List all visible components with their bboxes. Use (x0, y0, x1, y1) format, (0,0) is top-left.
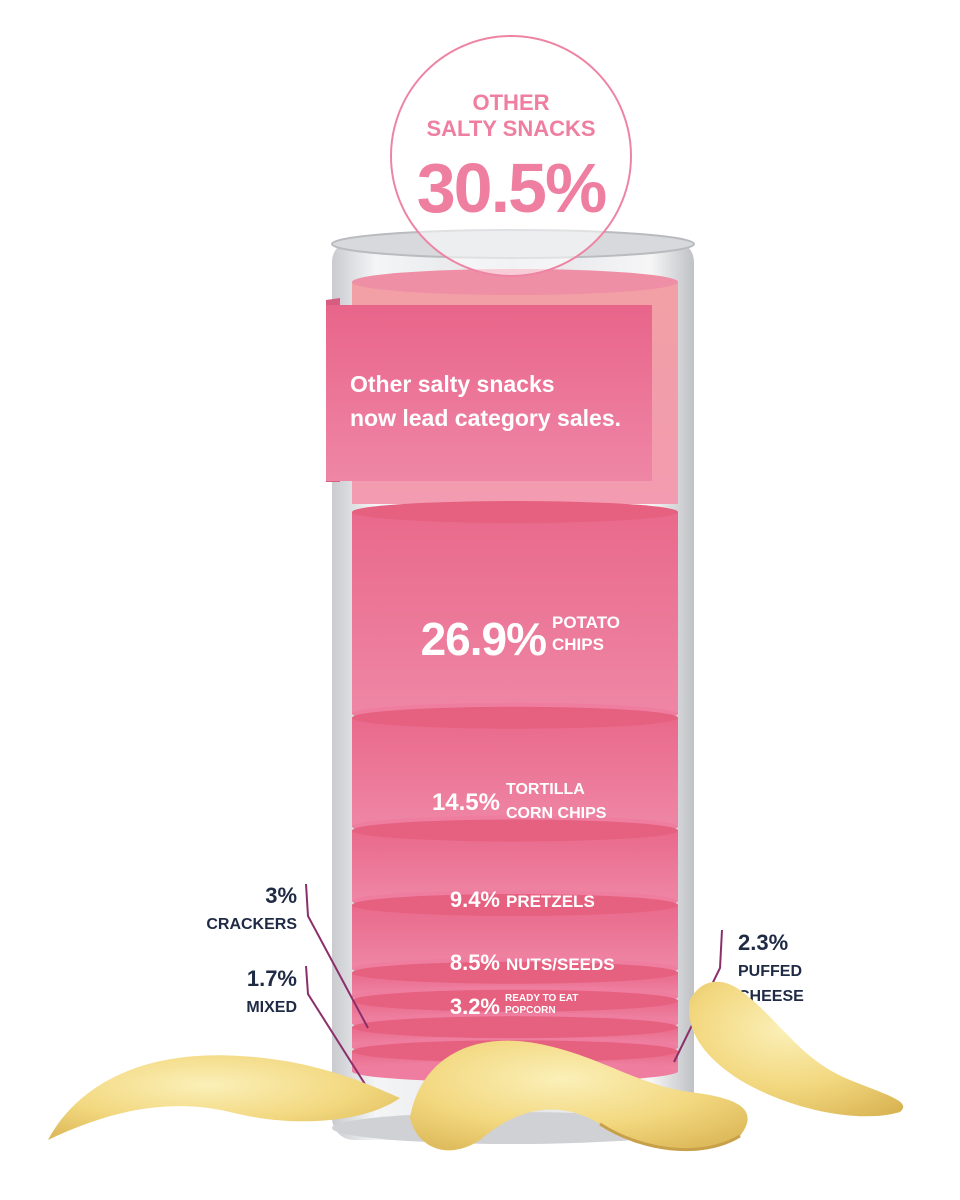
puffed-value: 2.3% (738, 930, 788, 955)
segment-body-pretzels (352, 830, 678, 901)
popcorn-value: 3.2% (450, 994, 500, 1019)
segment-labels: 26.9% POTATO CHIPS 14.5% TORTILLA CORN C… (421, 613, 620, 1019)
top-circle: OTHER SALTY SNACKS 30.5% (390, 35, 632, 277)
mixed-leader (305, 965, 371, 1093)
potato-chips-decoration (48, 981, 904, 1152)
callout-line1: Other salty snacks (350, 371, 555, 397)
crackers-leader (305, 883, 369, 1029)
crackers-value: 3% (265, 883, 297, 908)
segment-body-tortilla-corn-chips (352, 717, 678, 827)
mixed-name: MIXED (246, 999, 297, 1016)
puffed-line1: PUFFED (738, 963, 802, 980)
tortilla-line1: TORTILLA (506, 781, 585, 798)
callout-line2: now lead category sales. (350, 405, 621, 431)
segment-top-ready-to-eat-popcorn (352, 961, 678, 984)
segment-top-tortilla-corn-chips (352, 706, 678, 729)
chip-right (688, 981, 904, 1117)
top-label-line1: OTHER (473, 90, 550, 115)
nuts-value: 8.5% (450, 950, 500, 975)
segment-top-nuts-seeds (352, 894, 678, 916)
potato-value: 26.9% (421, 613, 547, 665)
chip-center-shadow (599, 1122, 741, 1152)
pretzels-name: PRETZELS (506, 892, 595, 911)
nuts-name: NUTS/SEEDS (506, 955, 615, 974)
chip-center (410, 1040, 748, 1151)
leader-lines (305, 883, 723, 1093)
puffed-leader (673, 929, 723, 1063)
popcorn-line1: READY TO EAT (505, 993, 578, 1004)
potato-line2: CHIPS (552, 635, 604, 654)
chip-left (48, 1055, 400, 1140)
puffed-line2: CHEESE (738, 988, 804, 1005)
popcorn-line2: POPCORN (505, 1005, 556, 1016)
pretzels-value: 9.4% (450, 887, 500, 912)
segment-potato-chips (352, 501, 678, 725)
top-label-line2: SALTY SNACKS (426, 116, 595, 141)
segment-top-crackers (352, 989, 678, 1012)
callout-box: Other salty snacks now lead category sal… (326, 298, 652, 482)
mixed-value: 1.7% (247, 966, 297, 991)
segments (352, 501, 678, 1083)
segment-top-puffed-cheese (352, 1016, 678, 1039)
tortilla-value: 14.5% (432, 789, 500, 816)
segment-body-potato-chips (352, 512, 678, 714)
potato-line1: POTATO (552, 613, 620, 632)
external-annotations: 3% CRACKERS 1.7% MIXED 2.3% PUFFED CHEES… (206, 883, 804, 1016)
segment-top-potato-chips (352, 501, 678, 523)
tortilla-line2: CORN CHIPS (506, 805, 607, 822)
segment-top-pretzels (352, 819, 678, 842)
top-value: 30.5% (417, 149, 606, 227)
crackers-name: CRACKERS (206, 916, 297, 933)
